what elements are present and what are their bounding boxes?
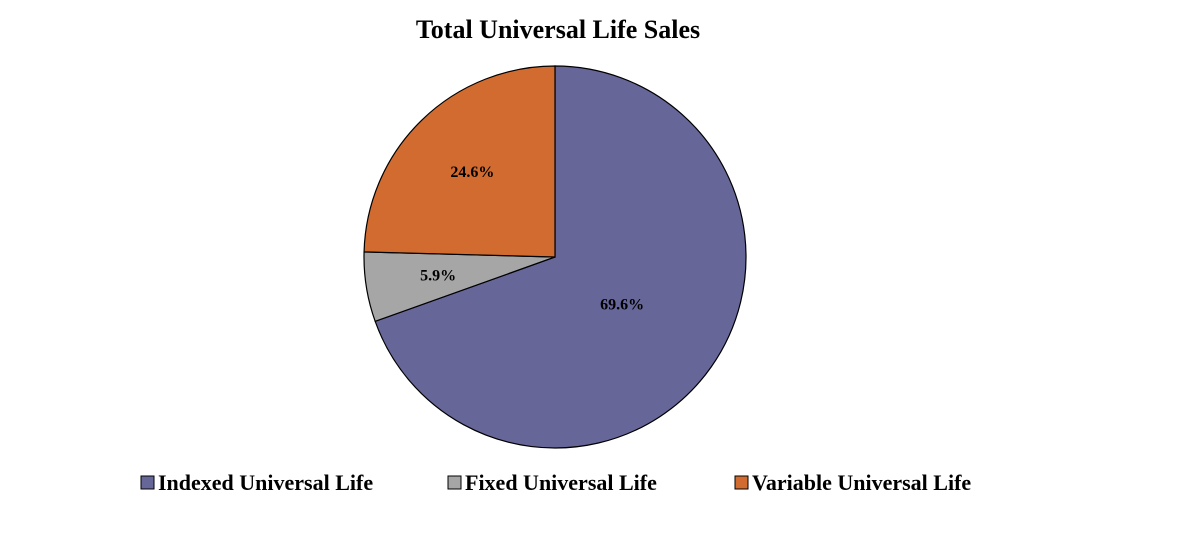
data-label-variable-universal-life: 24.6% bbox=[450, 164, 494, 181]
data-label-fixed-universal-life: 5.9% bbox=[420, 268, 456, 285]
pie-slice-variable-universal-life bbox=[363, 65, 556, 258]
legend-label: Variable Universal Life bbox=[752, 470, 971, 495]
pie-data-labels: 69.6% 5.9% 24.6% bbox=[420, 164, 644, 313]
pie-slices bbox=[363, 65, 747, 449]
legend-item-variable-universal-life: Variable Universal Life bbox=[734, 470, 971, 495]
data-label-indexed-universal-life: 69.6% bbox=[600, 296, 644, 313]
legend-swatch bbox=[734, 475, 749, 490]
legend-label: Indexed Universal Life bbox=[158, 470, 373, 495]
legend-item-indexed-universal-life: Indexed Universal Life bbox=[140, 470, 373, 495]
legend-label: Fixed Universal Life bbox=[465, 470, 657, 495]
legend: Indexed Universal Life Fixed Universal Li… bbox=[140, 470, 971, 495]
legend-item-fixed-universal-life: Fixed Universal Life bbox=[447, 470, 657, 495]
legend-swatch bbox=[140, 475, 155, 490]
chart-title: Total Universal Life Sales bbox=[416, 15, 700, 44]
legend-swatch bbox=[447, 475, 462, 490]
pie-slice-indexed-universal-life bbox=[374, 65, 747, 449]
